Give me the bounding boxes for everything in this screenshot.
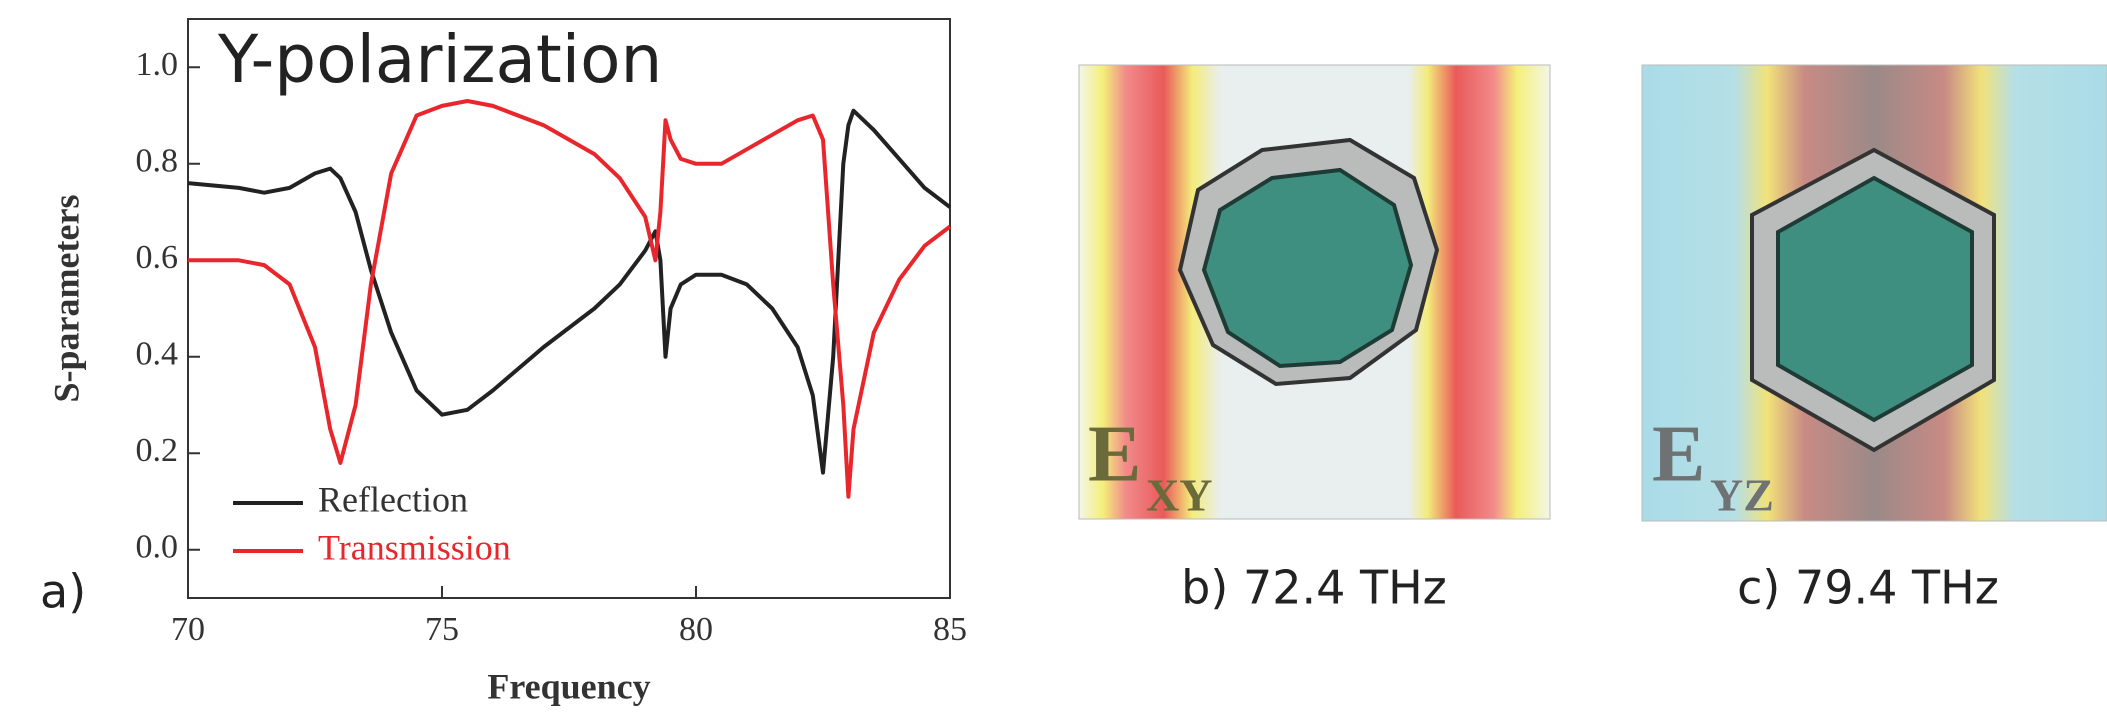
field-symbol: E <box>1088 410 1141 498</box>
y-tick-label: 0.0 <box>136 529 179 566</box>
x-axis-label: Frequency <box>487 666 650 706</box>
figure: 70 75 80 85 0.0 0.2 0.4 0.6 0.8 1.0 Frequency S-par… <box>0 0 2107 719</box>
panel-label: c) 79.4 THz <box>1737 561 1999 615</box>
x-tick-label: 75 <box>425 611 459 648</box>
x-tick-label: 70 <box>171 611 205 648</box>
field-map-c <box>1642 65 2107 521</box>
y-tick-label: 0.8 <box>136 143 179 180</box>
field-subscript: XY <box>1146 470 1212 521</box>
y-axis-label: S-parameters <box>46 195 86 403</box>
panel-label: b) 72.4 THz <box>1181 561 1447 615</box>
field-map-b <box>1079 65 1550 519</box>
x-tick-label: 80 <box>679 611 713 648</box>
y-tick-label: 1.0 <box>136 46 179 83</box>
series-line <box>188 101 950 497</box>
y-tick-label: 0.6 <box>136 239 179 276</box>
field-symbol: E <box>1652 410 1705 498</box>
x-tick-label: 85 <box>933 611 967 648</box>
y-tick-label: 0.2 <box>136 432 179 469</box>
panel-label: a) <box>40 565 86 619</box>
legend-label: Transmission <box>318 527 511 567</box>
legend-label: Reflection <box>318 479 468 519</box>
y-tick-label: 0.4 <box>136 336 179 373</box>
chart-title: Y-polarization <box>217 21 662 98</box>
field-subscript: YZ <box>1710 470 1774 521</box>
